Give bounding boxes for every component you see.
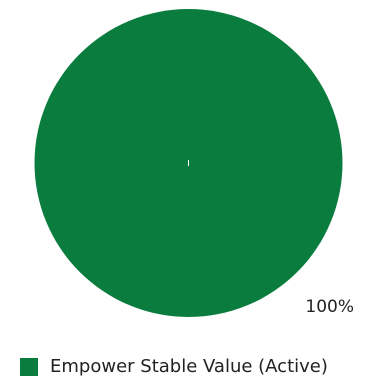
legend-label: Empower Stable Value (Active)	[50, 356, 328, 377]
legend: Empower Stable Value (Active)	[20, 356, 328, 377]
pie-labels: 100%	[305, 297, 354, 317]
slice-percent-label: 100%	[305, 297, 354, 317]
legend-swatch	[20, 357, 38, 376]
